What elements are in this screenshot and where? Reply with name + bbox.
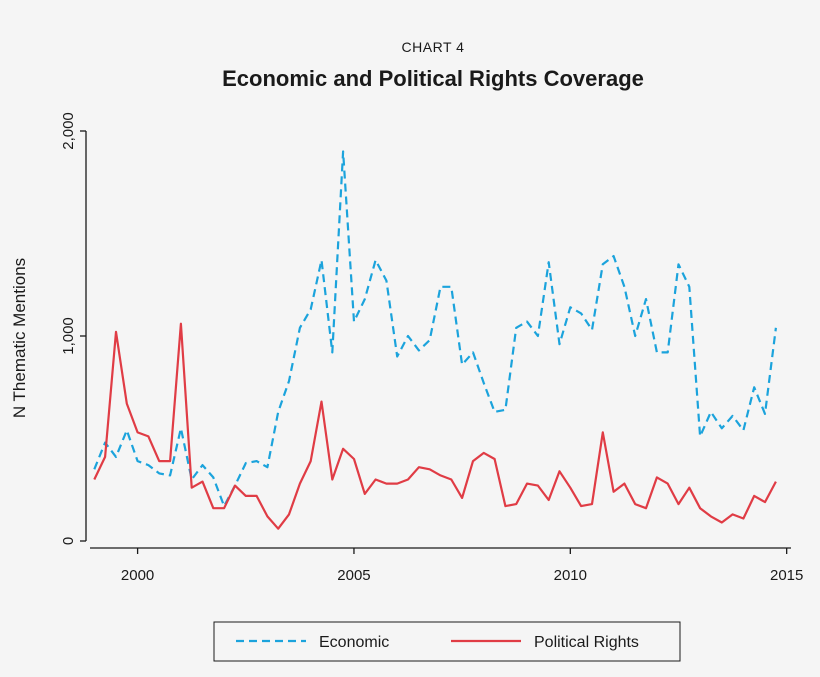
chart-title: Economic and Political Rights Coverage bbox=[222, 66, 644, 91]
y-tick-label: 0 bbox=[60, 537, 77, 545]
chart-kicker: CHART 4 bbox=[402, 39, 465, 55]
legend-political-label: Political Rights bbox=[534, 634, 639, 651]
x-tick-label: 2010 bbox=[554, 567, 587, 584]
series-line-economic bbox=[93, 150, 777, 508]
x-tick-label: 2000 bbox=[121, 567, 154, 584]
x-axis: 2000 2005 2010 2015 bbox=[90, 547, 803, 584]
x-tick-label: 2005 bbox=[337, 567, 370, 584]
y-tick-label: 2,000 bbox=[60, 112, 77, 150]
series-layer bbox=[93, 150, 777, 530]
y-tick-label: 1,000 bbox=[60, 317, 77, 355]
legend-economic-label: Economic bbox=[319, 634, 389, 651]
x-tick-label: 2015 bbox=[770, 567, 803, 584]
legend: Economic Political Rights bbox=[213, 621, 681, 662]
y-axis: 0 1,000 2,000 bbox=[60, 112, 87, 545]
series-line-political-rights bbox=[93, 322, 777, 530]
y-axis-title: N Thematic Mentions bbox=[10, 258, 29, 418]
